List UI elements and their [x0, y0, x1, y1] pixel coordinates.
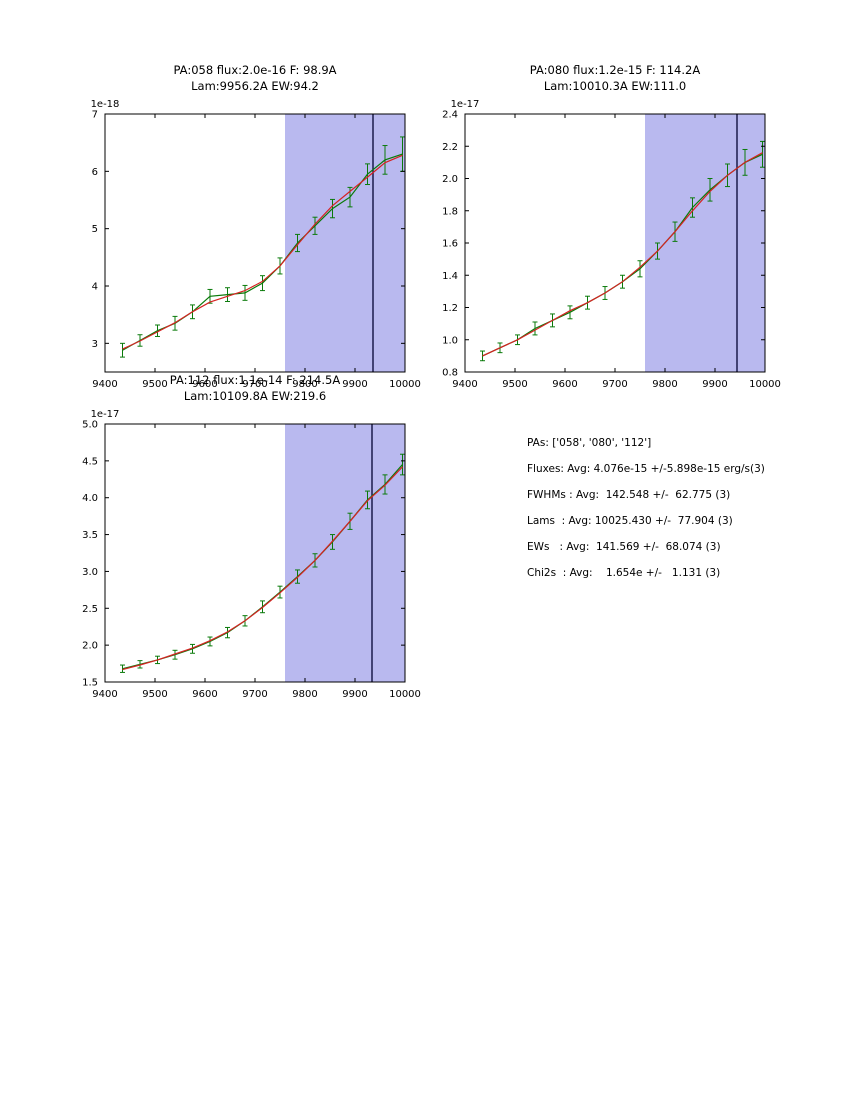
- tick-label: 1.0: [442, 335, 458, 346]
- tick-label: 9800: [292, 379, 317, 390]
- tick-label: 1e-18: [91, 99, 120, 110]
- tick-label: 6: [92, 167, 98, 178]
- subplot-title-line1: PA:080 flux:1.2e-15 F: 114.2A: [529, 63, 701, 77]
- tick-label: 3.0: [82, 567, 98, 578]
- tick-label: 2.0: [82, 641, 98, 652]
- tick-label: 1e-17: [91, 409, 120, 420]
- tick-label: 9600: [192, 379, 217, 390]
- tick-label: 0.8: [442, 368, 458, 379]
- tick-label: 9900: [342, 689, 367, 700]
- stats-line-chi2s: Chi2s : Avg: 1.654e +/- 1.131 (3): [527, 567, 721, 579]
- stats-line-fwhms: FWHMs : Avg: 142.548 +/- 62.775 (3): [527, 489, 731, 501]
- tick-label: 1.5: [82, 678, 98, 689]
- tick-label: 1.6: [442, 239, 458, 250]
- tick-label: 1.4: [442, 271, 458, 282]
- tick-label: 5: [92, 224, 98, 235]
- subplot-title-line2: Lam:9956.2A EW:94.2: [191, 79, 319, 93]
- subplot-title-line2: Lam:10109.8A EW:219.6: [183, 389, 327, 403]
- subplot-pa112: PA:112 flux:1.1e-14 F: 214.5A Lam:10109.…: [45, 372, 435, 704]
- tick-label: 3.5: [82, 530, 98, 541]
- tick-label: 10000: [749, 379, 781, 390]
- subplot-pa080-title: PA:080 flux:1.2e-15 F: 114.2A Lam:10010.…: [465, 62, 765, 94]
- stats-panel: PAs: ['058', '080', '112'] Fluxes: Avg: …: [527, 430, 765, 586]
- plot-area-pa058: 9400 9500 9600 9700 9800 9900 10000 3 4 5 6 71e-18: [91, 99, 421, 390]
- subplot-title-line2: Lam:10010.3A EW:111.0: [543, 79, 687, 93]
- tick-label: 1.2: [442, 303, 458, 314]
- stats-line-lams: Lams : Avg: 10025.430 +/- 77.904 (3): [527, 515, 733, 527]
- stats-line-ews: EWs : Avg: 141.569 +/- 68.074 (3): [527, 541, 721, 553]
- tick-label: 9700: [602, 379, 627, 390]
- fit-line: [122, 466, 403, 671]
- tick-label: 9900: [342, 379, 367, 390]
- subplot-pa112-title: PA:112 flux:1.1e-14 F: 214.5A Lam:10109.…: [105, 372, 405, 404]
- tick-label: 9400: [92, 689, 117, 700]
- tick-label: 10000: [389, 379, 421, 390]
- tick-label: 1.8: [442, 206, 458, 217]
- highlight-region: [285, 424, 405, 682]
- tick-label: 9400: [452, 379, 477, 390]
- tick-label: 9900: [702, 379, 727, 390]
- tick-label: 10000: [389, 689, 421, 700]
- tick-label: 9500: [142, 689, 167, 700]
- tick-label: 2.4: [442, 110, 458, 121]
- tick-label: 4: [92, 282, 98, 293]
- tick-label: 9700: [242, 689, 267, 700]
- subplot-title-line1: PA:112 flux:1.1e-14 F: 214.5A: [169, 373, 341, 387]
- tick-label: 7: [92, 110, 98, 121]
- tick-label: 2.2: [442, 142, 458, 153]
- tick-label: 9600: [552, 379, 577, 390]
- tick-label: 9600: [192, 689, 217, 700]
- tick-label: 3: [92, 339, 98, 350]
- stats-line-fluxes: Fluxes: Avg: 4.076e-15 +/-5.898e-15 erg/…: [527, 463, 765, 475]
- tick-label: 9800: [292, 689, 317, 700]
- subplot-title-line1: PA:058 flux:2.0e-16 F: 98.9A: [173, 63, 337, 77]
- tick-label: 9800: [652, 379, 677, 390]
- tick-label: 1e-17: [451, 99, 480, 110]
- stats-line-pas: PAs: ['058', '080', '112']: [527, 437, 652, 449]
- tick-label: 4.0: [82, 493, 98, 504]
- subplot-pa058-title: PA:058 flux:2.0e-16 F: 98.9A Lam:9956.2A…: [105, 62, 405, 94]
- fit-line: [122, 154, 403, 350]
- plot-area-pa080: 9400 9500 9600 9700 9800 9900 10000 0.8 1.0 1.2 1.…: [442, 99, 781, 390]
- highlight-region: [285, 114, 405, 372]
- tick-label: 9400: [92, 379, 117, 390]
- plot-area-pa112: 9400 9500 9600 9700 9800 9900 10000 1.5 2.0 2.5 3.…: [82, 409, 421, 700]
- tick-label: 5.0: [82, 420, 98, 431]
- subplot-pa080: PA:080 flux:1.2e-15 F: 114.2A Lam:10010.…: [405, 62, 795, 394]
- highlight-region: [645, 114, 765, 372]
- tick-label: 9500: [142, 379, 167, 390]
- fit-line: [482, 152, 763, 357]
- tick-label: 2.0: [442, 174, 458, 185]
- subplot-pa058: PA:058 flux:2.0e-16 F: 98.9A Lam:9956.2A…: [45, 62, 435, 394]
- tick-label: 9700: [242, 379, 267, 390]
- tick-label: 9500: [502, 379, 527, 390]
- tick-label: 4.5: [82, 456, 98, 467]
- tick-label: 2.5: [82, 604, 98, 615]
